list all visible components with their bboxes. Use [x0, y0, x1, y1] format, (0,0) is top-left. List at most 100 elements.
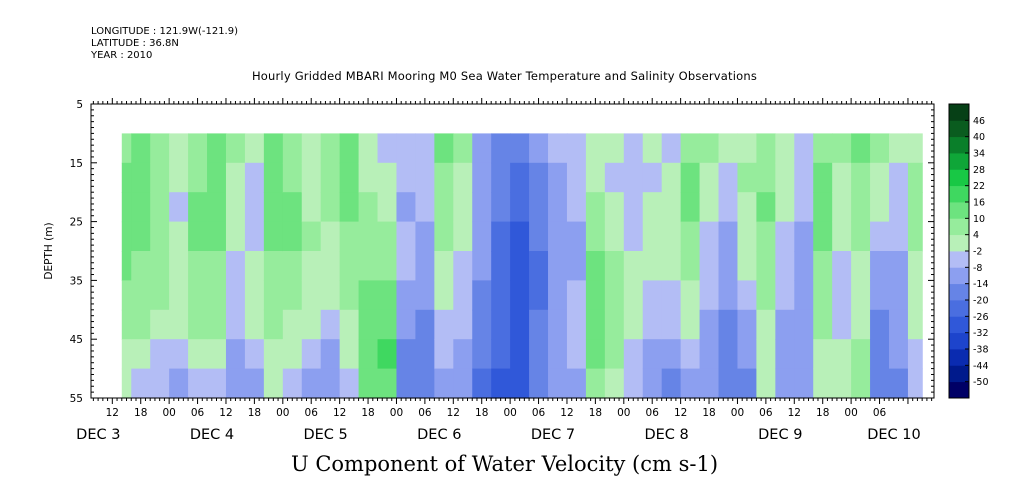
heatmap-cell: [491, 368, 511, 399]
heatmap-cell: [870, 280, 890, 311]
x-tick-label: 06: [646, 407, 660, 419]
heatmap-cell: [718, 162, 739, 193]
colorbar-label: 4: [973, 230, 979, 241]
heatmap-cell: [699, 368, 720, 399]
heatmap-cell: [775, 162, 795, 193]
heatmap-cell: [358, 162, 379, 193]
heatmap-cell: [548, 162, 568, 193]
heatmap-cell: [699, 192, 720, 223]
heatmap-cell: [131, 192, 151, 223]
heatmap-cell: [870, 309, 890, 340]
x-tick-label: 12: [333, 407, 346, 419]
heatmap-cell: [121, 339, 132, 370]
x-day-label: DEC 3: [76, 427, 120, 443]
heatmap-cell: [642, 339, 663, 370]
x-tick-label: 18: [134, 407, 147, 419]
heatmap-cell: [169, 251, 189, 281]
heatmap-cell: [169, 162, 189, 193]
heatmap-cell: [889, 368, 909, 399]
heatmap-cell: [680, 251, 701, 281]
heatmap-cell: [320, 251, 341, 281]
heatmap-cell: [491, 339, 511, 370]
heatmap-cell: [491, 280, 511, 311]
heatmap-cell: [756, 339, 776, 370]
heatmap-cell: [510, 133, 530, 164]
colorbar-swatch: [949, 316, 969, 334]
heatmap-cell: [813, 368, 833, 399]
heatmap-cell: [188, 221, 208, 252]
heatmap-cell: [415, 133, 435, 164]
x-tick-label: 00: [844, 407, 857, 419]
heatmap-cell: [907, 162, 923, 193]
heatmap-cell: [121, 133, 132, 164]
heatmap-cell: [207, 221, 227, 252]
x-tick-label: 06: [873, 407, 887, 419]
x-tick-label: 00: [276, 407, 289, 419]
year-label: YEAR : 2010: [91, 50, 153, 61]
heatmap-cell: [131, 162, 151, 193]
heatmap-cell: [623, 368, 644, 399]
heatmap-cell: [207, 368, 227, 399]
heatmap-cell: [377, 221, 398, 252]
heatmap-cell: [510, 339, 530, 370]
heatmap-cell: [320, 162, 341, 193]
heatmap-cell: [131, 280, 151, 311]
heatmap-cell: [604, 339, 625, 370]
heatmap-cell: [150, 368, 170, 399]
heatmap-cell: [150, 309, 170, 340]
latitude-label: LATITUDE : 36.8N: [91, 38, 179, 49]
heatmap-cell: [453, 162, 473, 193]
heatmap-cell: [225, 133, 246, 164]
heatmap-cell: [169, 339, 189, 370]
heatmap-cell: [529, 280, 549, 311]
colorbar-swatch: [949, 365, 969, 383]
heatmap-cell: [282, 133, 303, 164]
heatmap-cell: [491, 309, 511, 340]
heatmap-cell: [453, 368, 473, 399]
heatmap-cell: [434, 162, 454, 193]
heatmap-cell: [377, 192, 398, 223]
colorbar-label: -32: [973, 328, 989, 339]
heatmap-cell: [434, 221, 454, 252]
heatmap-cell: [548, 221, 568, 252]
heatmap-cell: [851, 280, 871, 311]
x-tick-label: 12: [674, 407, 687, 419]
heatmap-cell: [585, 192, 606, 223]
heatmap-cell: [661, 280, 682, 311]
heatmap-cell: [244, 221, 265, 252]
heatmap-cell: [680, 339, 701, 370]
heatmap-cell: [813, 309, 833, 340]
heatmap-cell: [472, 251, 492, 281]
heatmap-cell: [434, 280, 454, 311]
heatmap-cell: [623, 339, 644, 370]
heatmap-cell: [301, 162, 322, 193]
heatmap-cell: [377, 339, 398, 370]
heatmap-cell: [225, 192, 246, 223]
heatmap-cell: [756, 133, 776, 164]
heatmap-cell: [529, 133, 549, 164]
heatmap-cell: [263, 162, 284, 193]
heatmap-cell: [889, 221, 909, 252]
heatmap-cell: [718, 280, 739, 311]
heatmap-cell: [282, 309, 303, 340]
heatmap-cell: [813, 251, 833, 281]
heatmap-cell: [889, 251, 909, 281]
heatmap-cell: [566, 339, 587, 370]
heatmap-cell: [121, 192, 132, 223]
chart-title: Hourly Gridded MBARI Mooring M0 Sea Wate…: [251, 69, 758, 83]
heatmap-cell: [718, 309, 739, 340]
heatmap-cell: [775, 133, 795, 164]
heatmap-cell: [320, 280, 341, 311]
x-tick-label: 12: [560, 407, 573, 419]
heatmap-cell: [718, 221, 739, 252]
heatmap-cell: [453, 280, 473, 311]
heatmap-cell: [396, 162, 417, 193]
heatmap-cell: [320, 221, 341, 252]
heatmap-cell: [282, 368, 303, 399]
colorbar-label: 10: [973, 214, 985, 225]
heatmap-cell: [907, 339, 923, 370]
heatmap-cell: [889, 280, 909, 311]
colorbar-label: -2: [973, 247, 982, 258]
heatmap-cell: [566, 368, 587, 399]
